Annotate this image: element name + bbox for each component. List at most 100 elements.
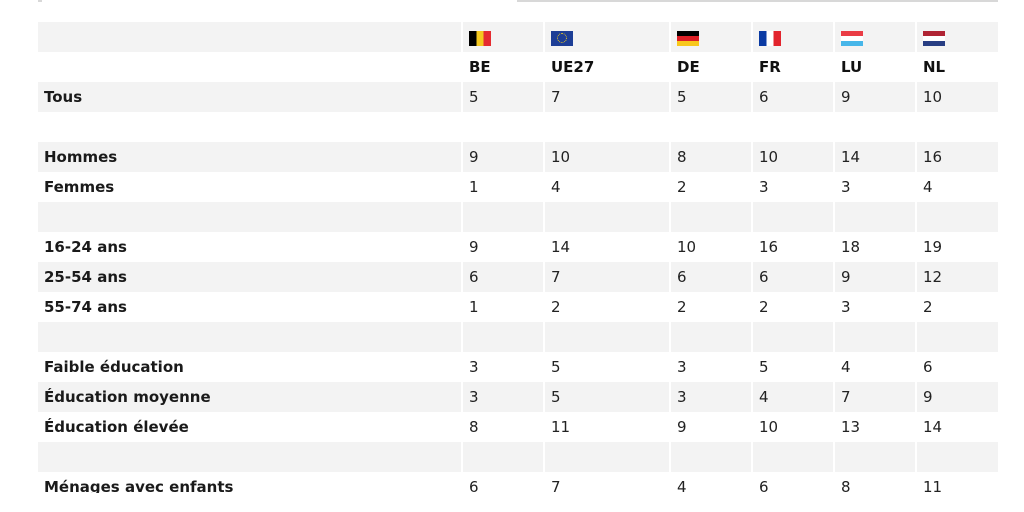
table-row: Faible éducation 3 5 3 5 4 6 [38,352,998,382]
value-cell: 7 [543,82,670,112]
value-cell [461,112,544,142]
value-cell [461,442,544,472]
value-cell: 1 [461,172,544,202]
value-cell: 4 [751,382,834,412]
column-header-row: BE UE27 DE FR LU NL [38,52,998,82]
value-cell: 3 [751,172,834,202]
value-cell: 14 [833,142,916,172]
value-cell: 11 [543,412,670,442]
column-header-lu: LU [833,52,916,82]
value-cell: 14 [543,232,670,262]
value-cell: 5 [461,82,544,112]
value-cell [833,322,916,352]
value-cell: 8 [669,142,752,172]
table-row: 16-24 ans 9 14 10 16 18 19 [38,232,998,262]
value-cell: 9 [461,142,544,172]
value-cell: 9 [669,412,752,442]
value-cell [543,202,670,232]
value-cell: 18 [833,232,916,262]
flag-be-icon [469,31,491,46]
value-cell: 6 [461,472,544,493]
value-cell: 5 [543,352,670,382]
value-cell [461,322,544,352]
table-row: Éducation élevée 8 11 9 10 13 14 [38,412,998,442]
value-cell: 6 [915,352,998,382]
column-header-nl: NL [915,52,998,82]
value-cell [543,322,670,352]
table-row: Éducation moyenne 3 5 3 4 7 9 [38,382,998,412]
value-cell: 3 [833,292,916,322]
value-cell [915,202,998,232]
value-cell: 10 [669,232,752,262]
table-viewport[interactable]: BE UE27 DE FR LU NL Tous 5 7 5 6 9 10 Hommes 9 10… [38,22,998,493]
value-cell: 2 [915,292,998,322]
flag-fr-icon [759,31,781,46]
value-cell: 7 [543,262,670,292]
value-cell [915,442,998,472]
value-cell: 5 [543,382,670,412]
value-cell: 7 [833,382,916,412]
table-row [38,322,998,352]
value-cell [833,202,916,232]
value-cell: 2 [669,292,752,322]
value-cell: 9 [461,232,544,262]
value-cell: 3 [833,172,916,202]
table-row [38,112,998,142]
value-cell: 12 [915,262,998,292]
row-label: Femmes [44,178,115,196]
flag-lu-icon [841,31,863,46]
value-cell: 3 [669,352,752,382]
value-cell [669,322,752,352]
table-row: Hommes 9 10 8 10 14 16 [38,142,998,172]
corner-cell [38,22,462,52]
row-label [38,112,462,142]
column-header-be: BE [461,52,544,82]
value-cell: 19 [915,232,998,262]
value-cell [669,202,752,232]
row-label: 16-24 ans [44,238,127,256]
flag-row [38,22,998,52]
value-cell [461,202,544,232]
value-cell: 4 [543,172,670,202]
value-cell: 13 [833,412,916,442]
value-cell: 3 [669,382,752,412]
top-divider-right [517,0,998,2]
value-cell: 7 [543,472,670,493]
value-cell: 4 [915,172,998,202]
value-cell [915,112,998,142]
value-cell [751,442,834,472]
table-row: Ménages avec enfants 6 7 4 6 8 11 [38,472,998,493]
table-row: Tous 5 7 5 6 9 10 [38,82,998,112]
table-row [38,442,998,472]
value-cell [833,112,916,142]
statistics-table: BE UE27 DE FR LU NL Tous 5 7 5 6 9 10 Hommes 9 10… [38,22,998,493]
row-label [38,202,462,232]
value-cell: 16 [751,232,834,262]
corner-cell [38,52,462,82]
row-label: 25-54 ans [38,262,462,292]
value-cell: 6 [461,262,544,292]
value-cell [669,112,752,142]
value-cell: 3 [461,352,544,382]
value-cell: 6 [751,262,834,292]
value-cell: 10 [751,412,834,442]
top-divider-left [38,0,42,2]
value-cell: 6 [751,472,834,493]
flag-nl-icon [923,31,945,46]
value-cell: 10 [543,142,670,172]
value-cell: 5 [751,352,834,382]
value-cell [751,322,834,352]
flag-eu-icon [551,31,573,46]
value-cell: 16 [915,142,998,172]
value-cell: 2 [751,292,834,322]
table-row: 55-74 ans 1 2 2 2 3 2 [38,292,998,322]
column-header-de: DE [669,52,752,82]
value-cell: 14 [915,412,998,442]
value-cell [669,442,752,472]
value-cell: 8 [833,472,916,493]
row-label: Éducation élevée [44,418,189,436]
value-cell: 9 [915,382,998,412]
row-label [38,442,462,472]
table-row [38,202,998,232]
table-row: Femmes 1 4 2 3 3 4 [38,172,998,202]
